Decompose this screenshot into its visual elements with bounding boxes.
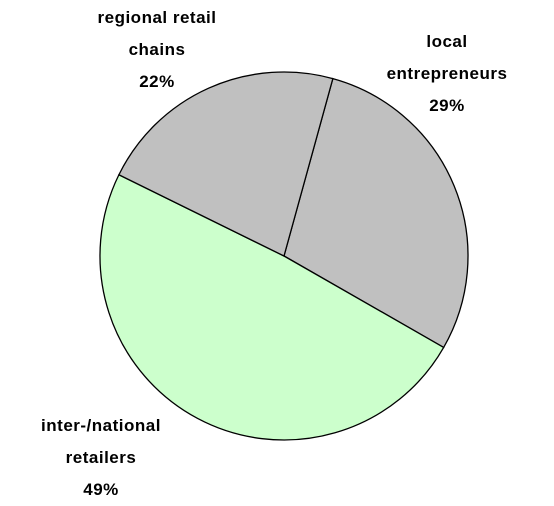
pie-slice <box>283 77 469 349</box>
value-label: 22% <box>139 72 175 91</box>
slice-label: local entrepreneurs 29% <box>387 26 508 122</box>
pie-slice <box>118 71 334 257</box>
slice-label: regional retail chains 22% <box>98 2 217 98</box>
value-label: 49% <box>83 480 119 499</box>
category-label: regional retail chains <box>97 8 217 59</box>
category-label: local entrepreneurs <box>386 32 508 83</box>
category-label: inter-/national retailers <box>41 416 161 467</box>
slice-label: inter-/national retailers 49% <box>41 410 161 506</box>
pie-slice <box>99 173 445 441</box>
value-label: 29% <box>429 96 465 115</box>
